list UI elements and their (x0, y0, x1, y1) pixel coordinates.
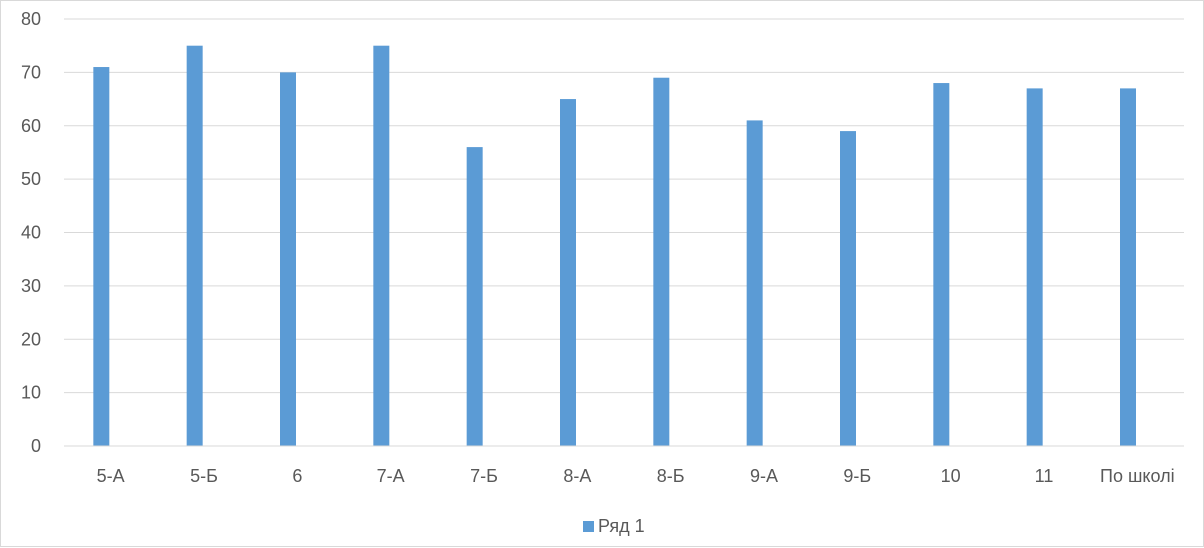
x-tick-label-9-Б: 9-Б (843, 466, 871, 486)
y-tick-label-40: 40 (21, 223, 41, 243)
bar-9-А (746, 120, 763, 446)
bar-5-А (93, 67, 110, 446)
y-tick-label-80: 80 (21, 9, 41, 29)
legend-swatch-series-1 (583, 521, 594, 532)
bars (93, 45, 1136, 447)
x-tick-label-5-Б: 5-Б (190, 466, 218, 486)
x-tick-label-7-Б: 7-Б (470, 466, 498, 486)
y-tick-label-0: 0 (31, 436, 41, 456)
x-tick-label-5-А: 5-А (97, 466, 125, 486)
x-tick-label-7-А: 7-А (377, 466, 405, 486)
bar-7-Б (466, 147, 483, 446)
y-axis-ticks: 0 10 20 30 40 50 60 70 80 (21, 9, 41, 456)
gridlines (64, 18, 1184, 394)
x-tick-label-По школі: По школі (1100, 466, 1175, 486)
bar-8-А (560, 99, 576, 446)
x-tick-label-8-А: 8-А (563, 466, 591, 486)
bar-10 (933, 83, 950, 447)
legend: Ряд 1 (583, 516, 645, 536)
legend-label-series-1: Ряд 1 (598, 516, 645, 536)
bar-6 (280, 72, 296, 446)
y-tick-label-10: 10 (21, 383, 41, 403)
y-tick-label-30: 30 (21, 276, 41, 296)
bar-8-Б (653, 77, 670, 447)
bar-По школі (1120, 88, 1136, 446)
y-tick-label-50: 50 (21, 169, 41, 189)
bar-11 (1026, 88, 1043, 446)
y-tick-label-70: 70 (21, 62, 41, 82)
x-axis: 5-А 5-Б 6 7-А 7-Б 8-А 8-Б 9-А 9-Б 10 11 По школі (64, 445, 1184, 486)
x-tick-label-11: 11 (1035, 466, 1054, 486)
bar-9-Б (840, 131, 856, 446)
x-tick-label-9-А: 9-А (750, 466, 778, 486)
y-tick-label-60: 60 (21, 116, 41, 136)
bar-5-Б (186, 45, 203, 446)
x-tick-label-8-Б: 8-Б (657, 466, 685, 486)
x-tick-label-6: 6 (292, 466, 302, 486)
bar-7-А (373, 45, 390, 446)
y-tick-label-20: 20 (21, 329, 41, 349)
x-tick-label-10: 10 (941, 466, 961, 486)
